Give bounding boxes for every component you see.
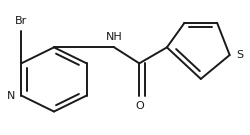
Text: N: N bbox=[7, 91, 15, 101]
Text: O: O bbox=[134, 101, 143, 111]
Text: NH: NH bbox=[106, 32, 122, 42]
Text: Br: Br bbox=[15, 16, 27, 26]
Text: S: S bbox=[235, 50, 242, 60]
